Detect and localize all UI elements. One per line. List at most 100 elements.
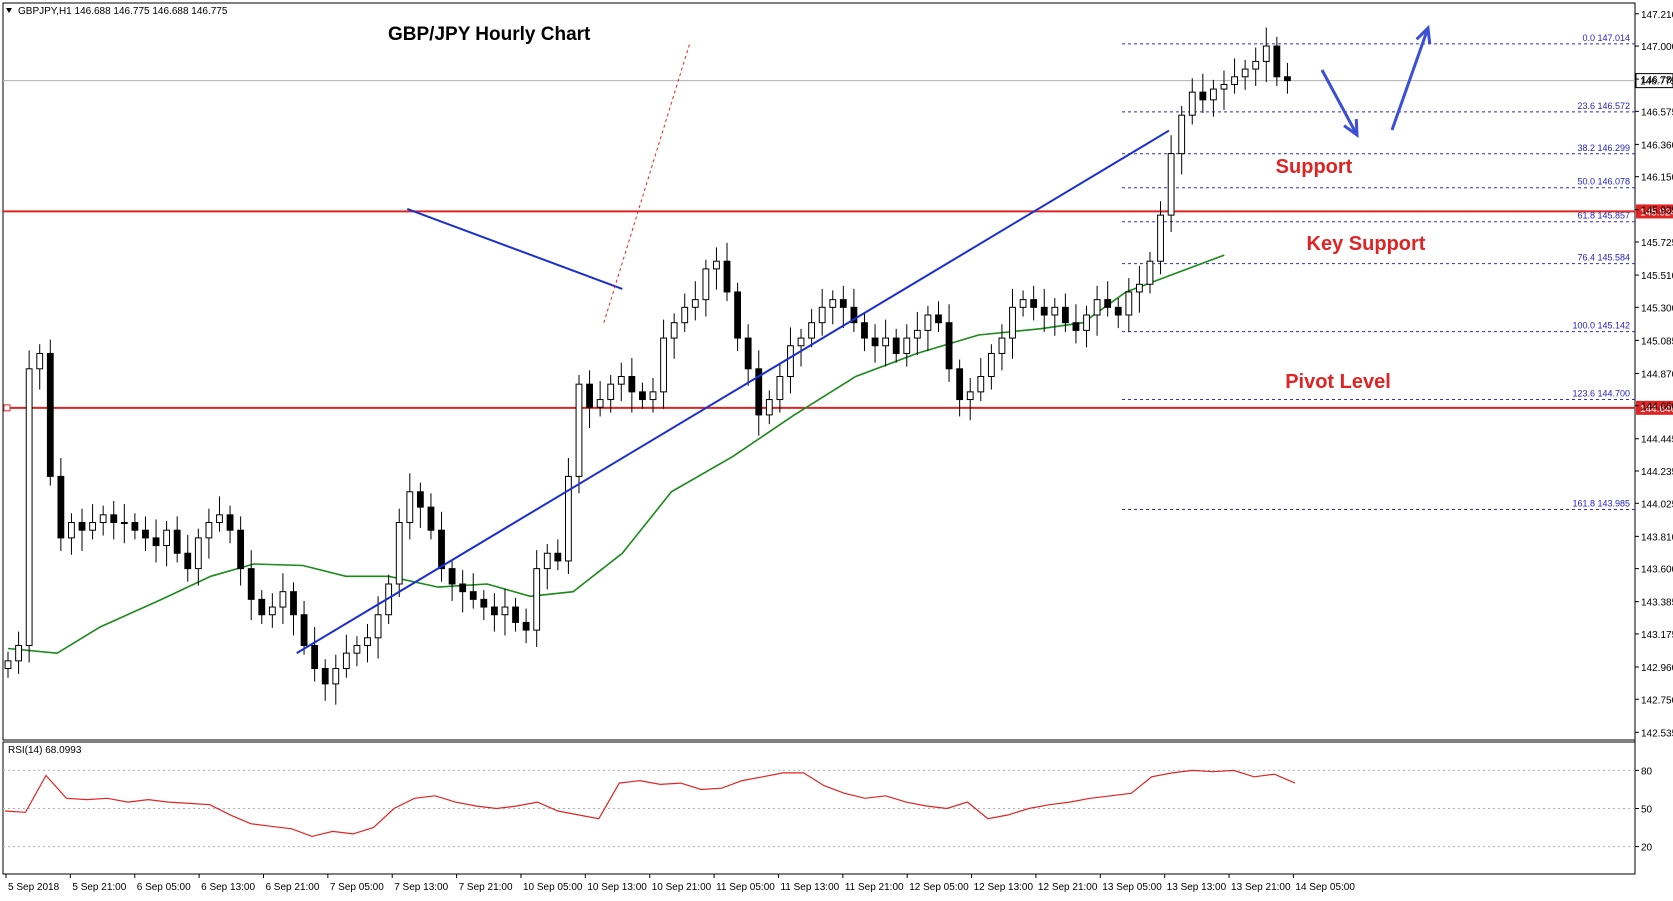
candle-body-109: [1157, 214, 1164, 262]
time-label-13: 11 Sep 21:00: [845, 882, 904, 893]
candle-body-113: [1199, 91, 1207, 101]
candle-body-55: [586, 383, 593, 408]
candle-body-56: [596, 399, 604, 408]
level-marker: [3, 404, 11, 412]
annotation-key-support: Key Support: [1307, 233, 1426, 255]
trendline-falling: [406, 208, 623, 290]
candle-body-71: [755, 368, 763, 416]
candle-body-9: [99, 514, 107, 524]
levels-layer: [3, 80, 1635, 412]
candle-body-32: [342, 652, 350, 670]
candle-body-111: [1178, 114, 1186, 155]
candle-body-96: [1019, 299, 1027, 308]
candle-body-57: [607, 383, 615, 401]
symbol-info-icon: [6, 8, 12, 13]
candle-body-7: [78, 522, 86, 531]
candle-body-97: [1030, 299, 1038, 308]
price-tick-label-18: 143.385: [1641, 598, 1673, 609]
time-label-3: 6 Sep 13:00: [201, 882, 255, 893]
candle-body-83: [882, 337, 890, 347]
arrows-layer: [1320, 24, 1432, 139]
fib-label-4: 61.8 145.857: [1577, 211, 1630, 221]
trendlines-layer: Support Key Support Pivot Level: [296, 42, 1426, 655]
rsi-line: [4, 769, 1296, 838]
fib-label-2: 38.2 146.299: [1577, 143, 1630, 153]
candle-body-62: [660, 337, 667, 393]
time-label-11: 11 Sep 05:00: [716, 882, 775, 893]
candle-body-63: [670, 322, 678, 339]
candle-body-11: [120, 522, 128, 525]
fib-label-8: 161.8 143.985: [1572, 498, 1630, 508]
level-badge-0: [1636, 204, 1673, 219]
candle-body-81: [861, 322, 868, 339]
level-badge-label-0: 145.924: [1640, 207, 1673, 218]
level-badge-label-1: 144.646: [1640, 404, 1673, 415]
price-tick-label-17: 143.600: [1641, 565, 1673, 576]
candle-body-18: [194, 537, 202, 570]
time-label-7: 7 Sep 21:00: [459, 882, 513, 893]
candle-body-38: [406, 491, 414, 524]
candle-body-76: [808, 322, 816, 339]
candle-body-58: [617, 375, 625, 385]
candle-body-112: [1188, 91, 1196, 116]
time-label-9: 10 Sep 13:00: [587, 882, 647, 893]
candle-body-29: [311, 644, 319, 670]
candle-body-64: [681, 306, 689, 324]
candle-body-33: [353, 644, 361, 654]
time-label-17: 13 Sep 05:00: [1102, 882, 1162, 893]
candle-body-5: [57, 475, 65, 539]
arrow-up: [1390, 27, 1430, 131]
candle-body-24: [258, 598, 266, 616]
candle-body-61: [649, 391, 657, 401]
candle-body-44: [469, 591, 477, 600]
price-tick-label-11: 144.870: [1641, 369, 1673, 380]
candle-body-99: [1051, 306, 1059, 316]
candle-body-110: [1167, 153, 1175, 216]
candle-body-50: [533, 568, 541, 631]
candle-body-41: [438, 529, 445, 570]
rsi-tick-label-0: 80: [1641, 766, 1653, 777]
price-tick-label-22: 142.535: [1641, 728, 1673, 739]
candle-body-77: [818, 306, 826, 324]
candle-body-115: [1220, 83, 1228, 90]
arrow-down: [1320, 69, 1359, 136]
candle-body-68: [723, 260, 731, 293]
fib-label-6: 100.0 145.142: [1572, 321, 1630, 331]
candle-body-20: [216, 514, 223, 524]
candle-body-27: [290, 591, 297, 616]
candle-body-16: [173, 529, 181, 554]
candle-body-88: [935, 314, 942, 324]
price-tick-label-0: 147.210: [1641, 10, 1673, 21]
candle-body-23: [247, 568, 255, 600]
annotation-support: Support: [1276, 156, 1353, 178]
price-tick-label-2: 146.785: [1641, 75, 1673, 86]
candle-body-25: [268, 606, 276, 616]
candle-body-98: [1040, 306, 1048, 316]
candle-body-52: [554, 552, 562, 562]
candle-body-66: [702, 268, 710, 301]
candle-body-48: [512, 606, 519, 623]
price-tick-label-13: 144.445: [1641, 435, 1673, 446]
candle-body-59: [628, 375, 636, 393]
candle-body-74: [787, 345, 794, 377]
candle-body-118: [1252, 60, 1260, 70]
candle-body-67: [713, 260, 720, 270]
candle-body-106: [1125, 291, 1133, 316]
rsi-tick-label-2: 20: [1641, 843, 1653, 854]
candle-body-70: [744, 337, 752, 370]
candle-body-8: [89, 522, 96, 531]
price-tick-label-15: 144.025: [1641, 499, 1673, 510]
time-label-15: 12 Sep 13:00: [974, 882, 1034, 893]
time-label-10: 10 Sep 21:00: [652, 882, 712, 893]
candle-body-34: [364, 637, 371, 646]
candle-body-26: [279, 591, 287, 608]
annotation-pivot-level: Pivot Level: [1285, 371, 1391, 393]
candle-body-53: [565, 475, 572, 562]
candle-body-79: [839, 299, 847, 308]
price-tick-label-14: 144.235: [1641, 467, 1673, 478]
time-label-0: 5 Sep 2018: [8, 882, 60, 893]
price-tick-label-5: 146.150: [1641, 173, 1673, 184]
candle-body-37: [395, 522, 403, 585]
